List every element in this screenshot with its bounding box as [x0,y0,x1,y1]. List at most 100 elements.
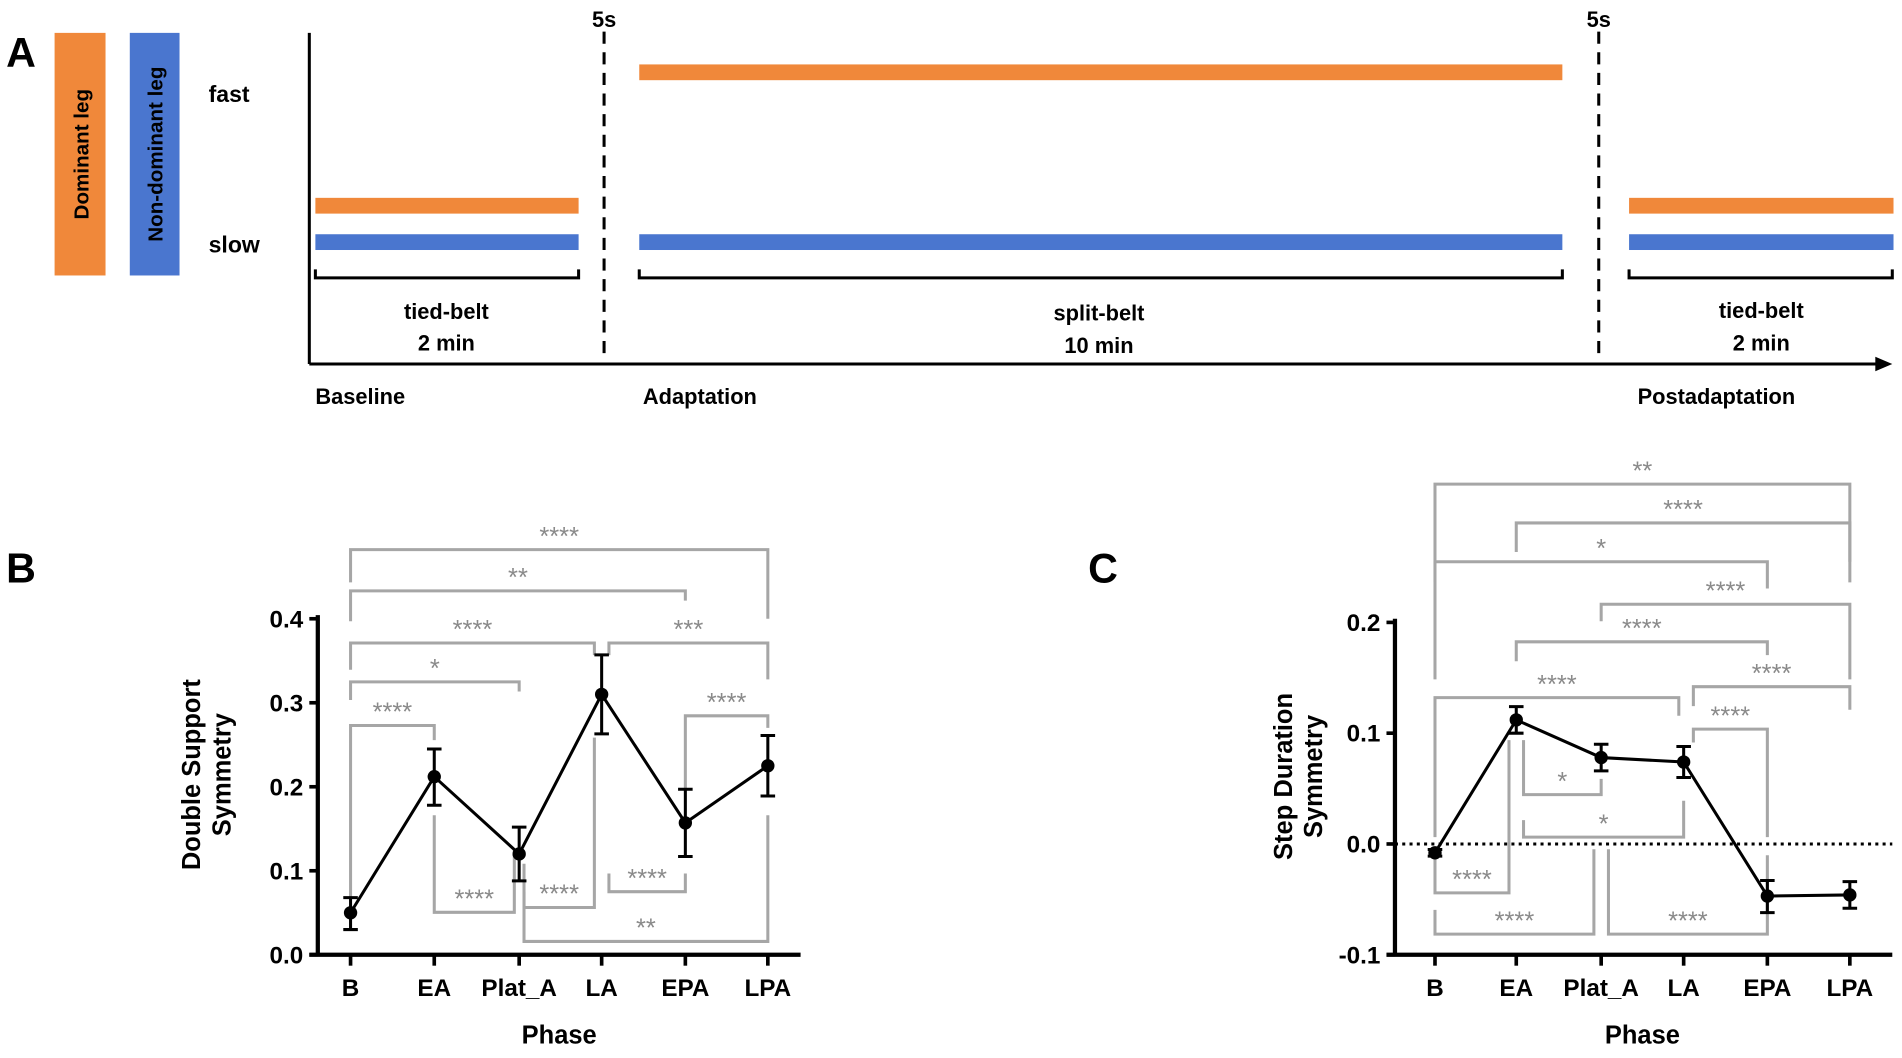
significance-label: ** [636,915,656,943]
legend-swatch-dominant [54,32,106,276]
transition-label-2: 5s [1587,7,1611,32]
significance-bracket [1522,800,1686,839]
significance-bracket [1691,685,1852,710]
significance-label: **** [627,865,667,893]
significance-label: * [1557,768,1567,796]
significance-bracket [349,548,770,619]
series-line [1433,717,1850,898]
y-axis-label-line: Symmetry [208,712,236,836]
data-point [1428,846,1442,860]
significance-label: **** [373,699,413,727]
baseline-dominant-bar [315,197,579,214]
y-tick-label: 0.3 [270,690,304,717]
data-point [1760,889,1775,903]
y-tick-label: 0.1 [1347,721,1381,748]
x-tick-label: EA [1499,975,1533,1002]
x-tick-label: LA [585,975,617,1002]
x-tick-label: Plat_A [481,975,556,1002]
significance-bracket [607,641,770,680]
significance-bracket [349,641,596,670]
significance-label: * [1599,810,1609,838]
y-tick-label: 0.1 [270,858,304,885]
post-nondominant-bar [1629,234,1894,251]
data-point [594,687,609,702]
legend-swatch-nondominant [129,32,180,276]
x-tick-label: EPA [1743,975,1791,1002]
data-point [761,759,775,773]
segment-2-name: split-belt [1054,300,1145,325]
phase-baseline: Baseline [315,384,405,409]
y-axis-label: Double Support Symmetry [178,679,236,871]
y-tick-label: 0.2 [270,774,304,801]
significance-bracket [1433,849,1596,936]
transition-label-1: 5s [592,7,616,32]
significance-label: **** [1706,577,1746,605]
data-point [427,770,441,784]
data-point [343,906,358,920]
panel-label-c: C [1088,545,1118,591]
x-axis-label: Phase [522,1021,597,1049]
significance-bracket [1433,696,1681,838]
significance-bracket [683,714,770,789]
segment-brackets [313,269,1894,280]
panel-label-b: B [6,545,36,591]
significance-label: **** [1663,496,1703,524]
data-point [678,816,693,830]
panel-a: A Dominant leg Non-dominant leg fast slo… [6,7,1894,409]
x-tick-label: EPA [661,975,709,1002]
panel-label-a: A [6,30,36,76]
data-point [1843,888,1857,902]
data-point [1594,750,1608,765]
significance-bracket [522,815,770,943]
x-tick-label: LA [1667,975,1699,1002]
significance-label: **** [707,689,747,717]
y-tick-label: 0.4 [270,606,304,633]
segment-1-name: tied-belt [404,299,489,324]
significance-label: **** [1711,702,1751,730]
adaptation-nondominant-bar [639,234,1563,251]
phase-adaptation: Adaptation [643,384,757,409]
segment-2-duration: 10 min [1064,333,1133,358]
y-axis-label: Step Duration Symmetry [1270,693,1328,860]
y-tick-label: -0.1 [1339,942,1381,969]
significance-bracket [1514,521,1852,583]
significance-label: *** [674,616,704,644]
significance-label: **** [1668,907,1708,935]
significance-bracket [607,873,687,894]
x-tick-label: B [342,975,360,1002]
x-tick-label: LPA [1826,975,1873,1002]
data-point [1509,713,1523,727]
segment-1-duration: 2 min [418,331,475,356]
speed-fast-label: fast [209,81,250,107]
phase-postadaptation: Postadaptation [1638,384,1796,409]
segment-3-name: tied-belt [1719,298,1804,323]
significance-bracket [1514,640,1769,662]
data-point [1676,755,1691,769]
y-axis-label-line: Step Duration [1270,693,1298,860]
post-dominant-bar [1629,197,1894,214]
significance-label: **** [1452,866,1492,894]
x-tick-label: Plat_A [1563,975,1638,1002]
legend-label-nondominant: Non-dominant leg [145,67,168,242]
significance-label: **** [539,881,579,909]
significance-bracket [349,589,687,622]
significance-label: * [1596,535,1606,563]
x-tick-label: B [1426,975,1444,1002]
significance-bracket [1599,602,1852,680]
significance-label: **** [1495,907,1535,935]
x-axis-label: Phase [1605,1021,1680,1049]
chart-b: 0.0 0.1 0.2 0.3 0.4 B EA Plat_A LA EPA LPA Phase Dou… [178,523,801,1049]
timeline-arrow-icon [1875,356,1893,372]
adaptation-dominant-bar [639,64,1563,81]
y-axis-label-line: Symmetry [1300,714,1328,838]
significance-label: **** [453,616,493,644]
significance-label: **** [454,885,494,913]
significance-label: ** [1633,457,1653,485]
series-line [349,691,769,914]
significance-label: **** [539,523,579,551]
significance-label: * [430,655,440,683]
y-tick-label: 0.2 [1347,610,1381,637]
x-tick-label: EA [417,975,451,1002]
significance-bracket [522,737,596,909]
